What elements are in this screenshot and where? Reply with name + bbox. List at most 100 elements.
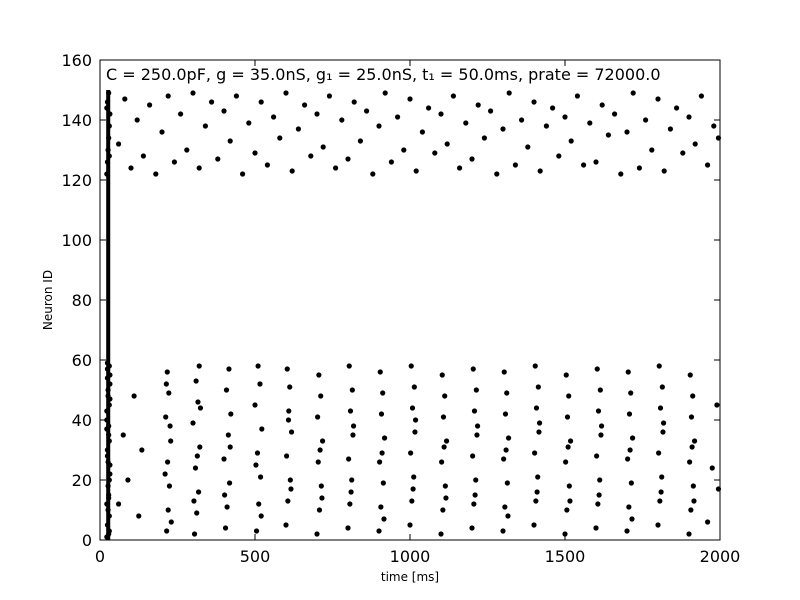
spike-point (147, 102, 153, 108)
spike-point (686, 531, 692, 537)
spike-point (140, 153, 146, 159)
spike-point (194, 453, 200, 459)
spike-point (667, 126, 674, 132)
spike-point (567, 498, 573, 504)
spike-point (107, 471, 113, 477)
spike-point (661, 168, 667, 174)
spike-point (597, 387, 603, 393)
spike-point (376, 123, 382, 129)
spike-point (131, 393, 137, 399)
spike-point (193, 378, 199, 384)
spike-point (598, 432, 604, 438)
spike-point (412, 417, 419, 423)
spike-point (106, 123, 112, 129)
spike-point (254, 450, 261, 456)
spike-point (314, 111, 320, 117)
spike-point (624, 129, 630, 135)
spike-point (688, 507, 694, 513)
spike-point (314, 531, 320, 537)
spike-point (567, 438, 574, 444)
y-tick-label: 120 (61, 171, 92, 190)
spike-point (536, 420, 543, 426)
spike-point (224, 504, 230, 510)
spike-point (411, 384, 417, 390)
spike-point (628, 480, 634, 486)
spike-point (319, 495, 325, 501)
spike-point (407, 522, 413, 528)
spike-point (165, 507, 171, 513)
axis-ticks (99, 59, 721, 541)
spike-point (104, 408, 110, 414)
y-tick-label: 20 (72, 471, 92, 490)
spike-point (192, 465, 199, 471)
spike-point (627, 447, 633, 453)
spike-point (568, 138, 574, 144)
spike-point (698, 93, 705, 99)
spike-point (505, 513, 511, 519)
spike-point (441, 444, 447, 450)
spike-point (191, 498, 197, 504)
spike-point (258, 99, 264, 105)
spike-point (116, 141, 122, 147)
spike-point (319, 438, 326, 444)
spike-point (512, 162, 519, 168)
spike-point (106, 432, 112, 438)
spike-point (346, 456, 352, 462)
spike-point (166, 483, 173, 489)
spike-point (317, 447, 323, 453)
spike-point (316, 372, 322, 378)
spike-point (105, 483, 111, 489)
spike-point (594, 453, 600, 459)
spike-point (692, 141, 698, 147)
spike-point (106, 477, 112, 483)
spike-point (104, 522, 111, 528)
spike-points (104, 90, 722, 540)
spike-point (379, 450, 385, 456)
spike-point (134, 117, 140, 123)
spike-point (566, 483, 572, 489)
spike-point (535, 474, 541, 480)
spike-point (104, 375, 111, 381)
y-axis-label: Neuron ID (41, 270, 55, 330)
spike-point (222, 492, 228, 498)
spike-point (488, 108, 494, 114)
spike-point (233, 93, 239, 99)
spike-point (302, 102, 308, 108)
spike-point (624, 528, 630, 534)
spike-point (377, 459, 383, 465)
spike-point (370, 171, 376, 177)
spike-point (315, 414, 321, 420)
spike-point (283, 522, 289, 528)
spike-point (221, 456, 227, 462)
spike-point (686, 114, 692, 120)
spike-point (657, 405, 664, 411)
spike-point (258, 513, 264, 519)
spike-point (612, 111, 618, 117)
spike-point (196, 363, 202, 369)
spike-point (257, 474, 264, 480)
spike-point (443, 438, 450, 444)
spike-point (502, 504, 508, 510)
spike-point (442, 393, 448, 399)
spike-point (284, 453, 290, 459)
spike-point (660, 420, 667, 426)
spike-point (171, 159, 177, 165)
spike-point (537, 168, 543, 174)
spike-point (625, 456, 631, 462)
spike-point (159, 129, 165, 135)
spike-point (563, 459, 569, 465)
spike-point (105, 147, 111, 153)
spike-point (277, 135, 283, 141)
spike-point (408, 363, 414, 369)
spike-point (106, 528, 112, 534)
spike-point (659, 474, 665, 480)
spike-point (687, 459, 693, 465)
spike-point (289, 168, 295, 174)
spike-point (657, 498, 663, 504)
spike-point (709, 465, 715, 471)
spike-point (574, 93, 581, 99)
spike-point (532, 363, 538, 369)
spike-point (194, 510, 200, 516)
spike-point (533, 498, 539, 504)
spike-point (556, 153, 562, 159)
